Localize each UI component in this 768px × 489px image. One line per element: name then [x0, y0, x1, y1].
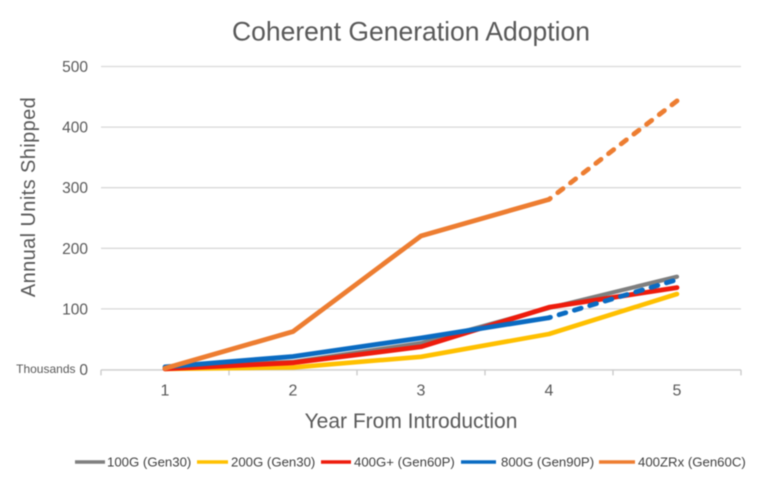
svg-text:400ZRx (Gen60C): 400ZRx (Gen60C)	[638, 455, 746, 470]
svg-text:100G (Gen30): 100G (Gen30)	[107, 455, 191, 470]
svg-text:Thousands: Thousands	[16, 362, 75, 376]
svg-text:400G+ (Gen60P): 400G+ (Gen60P)	[354, 455, 455, 470]
svg-text:500: 500	[62, 59, 88, 76]
svg-text:4: 4	[545, 383, 554, 400]
svg-text:300: 300	[62, 180, 88, 197]
svg-text:Year From Introduction: Year From Introduction	[305, 410, 518, 433]
svg-text:400: 400	[62, 120, 88, 137]
svg-text:Annual Units Shipped: Annual Units Shipped	[18, 97, 40, 297]
svg-text:0: 0	[79, 362, 88, 379]
svg-text:5: 5	[673, 383, 682, 400]
svg-text:200: 200	[62, 241, 88, 258]
svg-text:2: 2	[289, 383, 298, 400]
svg-text:3: 3	[417, 383, 426, 400]
svg-text:200G (Gen30): 200G (Gen30)	[231, 455, 315, 470]
svg-text:1: 1	[161, 383, 170, 400]
svg-text:800G (Gen90P): 800G (Gen90P)	[501, 455, 594, 470]
svg-text:Coherent Generation Adoption: Coherent Generation Adoption	[232, 17, 590, 47]
svg-text:100: 100	[62, 301, 88, 318]
